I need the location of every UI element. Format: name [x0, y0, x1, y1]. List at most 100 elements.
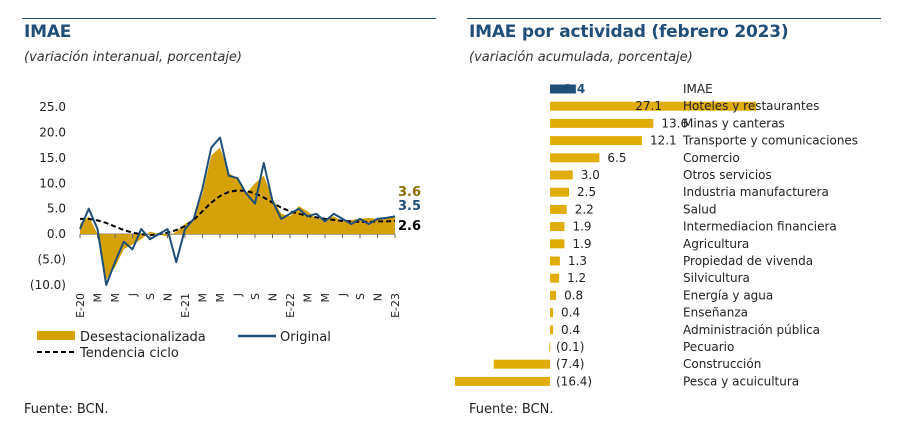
legend-label-tendencia: Tendencia ciclo	[79, 346, 179, 361]
category-label: Minas y canteras	[683, 116, 785, 130]
bar	[550, 256, 560, 266]
x-tick-label: M	[109, 293, 122, 303]
legend-label-original: Original	[280, 330, 331, 345]
bar-value-label: (16.4)	[556, 374, 592, 388]
y-tick-label: 0.0	[47, 227, 66, 241]
bar	[550, 84, 576, 94]
category-label: Agricultura	[683, 237, 749, 251]
x-tick-label: M	[92, 293, 105, 303]
category-label: Industria manufacturera	[683, 185, 829, 199]
series-area-desestacionalizada	[80, 147, 395, 280]
x-tick-label: N	[372, 293, 385, 301]
bar-value-label: 3.0	[581, 168, 600, 182]
x-tick-label: M	[214, 293, 227, 303]
bar	[493, 359, 550, 369]
bar-value-label: 27.1	[635, 99, 662, 113]
x-tick-label: E-20	[74, 293, 87, 318]
bar	[550, 136, 642, 146]
bar	[550, 153, 600, 163]
bar-value-label: 1.9	[572, 220, 591, 234]
category-label: Energía y agua	[683, 288, 773, 302]
bar	[550, 290, 557, 300]
y-tick-label: 5.0	[47, 202, 66, 216]
y-tick-label: 20.0	[39, 125, 66, 139]
category-label: Pecuario	[683, 340, 734, 354]
series-line-tendencia-ciclo	[80, 189, 396, 237]
legend-swatch-desestacionalizada	[37, 331, 75, 340]
category-label: Construcción	[683, 357, 761, 371]
category-label: IMAE	[683, 82, 713, 96]
category-label: Silvicultura	[683, 271, 750, 285]
bar	[550, 308, 554, 318]
category-label: Intermediacion financiera	[683, 220, 837, 234]
right-panel-rule	[467, 18, 881, 19]
bar-value-label: 3.4	[564, 82, 585, 96]
left-chart-subtitle: (variación interanual, porcentaje)	[24, 50, 242, 65]
x-tick-label: J	[232, 293, 245, 297]
x-tick-label: N	[162, 293, 175, 301]
category-label: Propiedad de vivenda	[683, 254, 813, 268]
bar-value-label: 13.6	[661, 116, 688, 130]
bar	[550, 187, 569, 197]
bar-value-label: 1.2	[567, 271, 586, 285]
bar-value-label: 1.9	[572, 237, 591, 251]
x-tick-label: E-21	[179, 293, 192, 318]
bar-value-label: 0.4	[561, 306, 580, 320]
series-line-original	[79, 136, 396, 286]
bar-value-label: 2.5	[577, 185, 596, 199]
x-tick-label: J	[337, 293, 350, 297]
bar	[550, 204, 567, 214]
category-label: Otros servicios	[683, 168, 772, 182]
bar-value-label: (7.4)	[556, 357, 584, 371]
left-source-note: Fuente: BCN.	[24, 402, 109, 417]
bar-value-label: (0.1)	[556, 340, 584, 354]
imae-line-chart: 25.020.015.010.05.00.0(5.0)(10.0)E-20 M M J…	[30, 100, 421, 361]
bar-value-label: 2.2	[575, 202, 594, 216]
x-tick-label: S	[144, 293, 157, 300]
activity-bar-chart: 3.4 IMAE 27.1 Hoteles y restaurantes 13.6Min…	[455, 82, 858, 388]
bar-value-label: 6.5	[607, 151, 626, 165]
bar-value-label: 12.1	[650, 134, 677, 148]
bar-value-label: 0.8	[564, 288, 583, 302]
y-tick-label: 25.0	[39, 100, 66, 114]
bar	[550, 325, 554, 335]
x-tick-label: M	[197, 293, 210, 303]
x-tick-label: N	[267, 293, 280, 301]
bar-value-label: 1.3	[568, 254, 587, 268]
bar	[550, 239, 565, 249]
legend-label-desestacionalizada: Desestacionalizada	[80, 330, 206, 345]
bar	[550, 101, 756, 111]
x-tick-label: S	[354, 293, 367, 300]
left-chart-title: IMAE	[24, 22, 72, 42]
category-label: Hoteles y restaurantes	[683, 99, 819, 113]
x-tick-label: M	[302, 293, 315, 303]
right-chart-subtitle: (variación acumulada, porcentaje)	[469, 50, 693, 65]
y-tick-label: 10.0	[39, 176, 66, 190]
category-label: Salud	[683, 202, 717, 216]
y-tick-label: 15.0	[39, 151, 66, 165]
bar-value-label: 0.4	[561, 323, 580, 337]
bar	[550, 222, 565, 232]
bar	[550, 273, 560, 283]
right-source-note: Fuente: BCN.	[469, 402, 554, 417]
category-label: Administración pública	[683, 323, 820, 337]
bar	[550, 170, 573, 180]
bar	[550, 118, 654, 128]
category-label: Enseñanza	[683, 306, 748, 320]
right-chart-title: IMAE por actividad (febrero 2023)	[469, 22, 789, 42]
left-panel-rule	[22, 18, 436, 19]
x-tick-label: M	[319, 293, 332, 303]
x-tick-label: E-22	[284, 293, 297, 318]
end-value-label: 3.6	[398, 185, 421, 200]
category-label: Transporte y comunicaciones	[682, 134, 858, 148]
x-tick-label: E-23	[389, 293, 402, 318]
x-tick-label: J	[127, 293, 140, 297]
category-label: Comercio	[683, 151, 740, 165]
end-value-label: 3.5	[398, 199, 421, 214]
y-tick-label: (5.0)	[38, 253, 66, 267]
bar	[549, 342, 551, 352]
x-tick-label: S	[249, 293, 262, 300]
y-tick-label: (10.0)	[30, 278, 66, 292]
bar	[455, 376, 550, 386]
category-label: Pesca y acuicultura	[683, 374, 799, 388]
